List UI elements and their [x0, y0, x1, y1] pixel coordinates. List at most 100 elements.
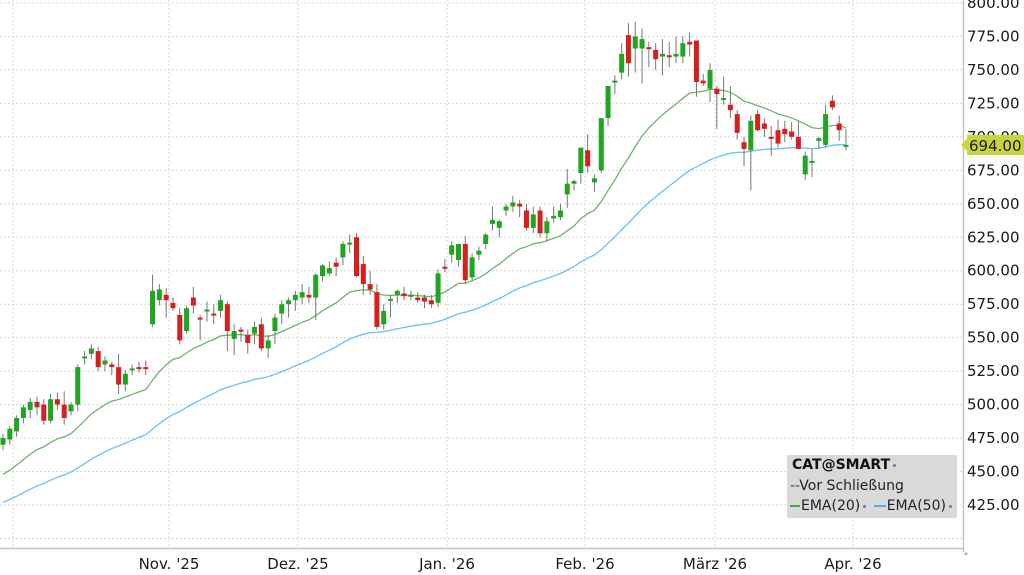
- candle-up: [48, 399, 54, 421]
- legend-title: CAT@SMART: [792, 457, 897, 473]
- candle-up: [544, 221, 550, 234]
- candle-up: [816, 138, 822, 141]
- candle-up: [809, 160, 815, 163]
- candle-down: [442, 266, 448, 269]
- candle-up: [272, 317, 278, 331]
- y-axis-labels: 800.00775.00750.00725.00700.00675.00650.…: [967, 0, 1020, 514]
- y-tick-label: 575.00: [967, 295, 1020, 313]
- candle-down: [238, 329, 244, 332]
- candle-up: [476, 250, 482, 255]
- ema50-dot-icon: [948, 504, 952, 508]
- y-tick-label: 775.00: [967, 27, 1020, 45]
- dashed-line-icon: --: [790, 478, 800, 494]
- candle-down: [245, 334, 251, 344]
- candle-down: [415, 297, 421, 301]
- candle-up: [571, 181, 577, 184]
- candle-up: [88, 348, 94, 354]
- candle-up: [347, 242, 353, 245]
- candle-down: [700, 80, 706, 84]
- candle-up: [707, 69, 713, 89]
- candle-down: [653, 49, 659, 60]
- candle-up: [598, 118, 604, 171]
- candle-down: [782, 128, 788, 135]
- candle-up: [122, 373, 128, 385]
- candle-down: [727, 104, 733, 111]
- candle-up: [265, 340, 271, 349]
- candle-up: [68, 404, 74, 412]
- candle-down: [422, 297, 427, 302]
- candle-up: [721, 98, 727, 101]
- price-tag-box: [967, 135, 1024, 155]
- x-tick-label: Dez. '25: [267, 555, 328, 573]
- candle-up: [619, 53, 625, 73]
- candle-down: [517, 203, 523, 207]
- legend-prev-close-label: Vor Schließung: [799, 478, 904, 494]
- candle-down: [136, 367, 142, 370]
- price-tag-value: 694.00: [969, 137, 1022, 155]
- ema20-dot-icon: [863, 504, 867, 508]
- candle-down: [190, 297, 196, 306]
- candle-up: [632, 36, 638, 49]
- candle-down: [374, 292, 380, 327]
- candle-down: [428, 300, 434, 305]
- x-tick-label: Nov. '25: [139, 555, 200, 573]
- candle-up: [510, 202, 516, 207]
- y-tick-label: 550.00: [967, 329, 1020, 347]
- candle-up: [279, 304, 285, 314]
- candle-up: [381, 310, 387, 325]
- candle-down: [741, 142, 747, 149]
- price-tag-arrow: [961, 138, 968, 152]
- candle-up: [102, 360, 108, 365]
- ema50-line: [2, 144, 846, 503]
- x-tick-label: März '26: [683, 555, 747, 573]
- legend[interactable]: CAT@SMART --Vor Schließung EMA(20) EMA(5…: [787, 455, 957, 518]
- candle-down: [462, 243, 468, 281]
- candle-up: [748, 120, 754, 151]
- candle-down: [258, 324, 264, 349]
- candle-down: [54, 399, 60, 405]
- y-tick-label: 425.00: [967, 496, 1020, 514]
- candle-up: [605, 85, 611, 119]
- candle-down: [625, 35, 631, 64]
- ema50-path: [2, 144, 846, 503]
- candle-up: [0, 438, 6, 445]
- candle-up: [449, 245, 455, 255]
- ema50-swatch-icon: [873, 505, 886, 507]
- candle-up: [823, 114, 829, 145]
- candle-up: [455, 243, 461, 261]
- candle-down: [836, 123, 842, 131]
- candle-up: [292, 294, 298, 301]
- candle-up: [680, 43, 686, 57]
- y-tick-label: 750.00: [967, 61, 1020, 79]
- legend-ema50-label: EMA(50): [886, 498, 946, 514]
- candle-up: [394, 290, 400, 295]
- candle-up: [326, 268, 332, 274]
- candle-down: [177, 314, 183, 341]
- y-tick-label: 725.00: [967, 94, 1020, 112]
- candle-down: [687, 41, 693, 45]
- candle-down: [170, 302, 176, 309]
- candle-down: [41, 404, 47, 421]
- candle-up: [231, 330, 237, 340]
- candle-up: [408, 294, 414, 297]
- candle-down: [646, 47, 652, 50]
- y-tick-label: 650.00: [967, 195, 1020, 213]
- legend-ema20-label: EMA(20): [801, 498, 861, 514]
- ema20-path: [2, 88, 847, 475]
- candle-up: [14, 417, 20, 432]
- candle-up: [578, 147, 584, 174]
- candle-down: [401, 293, 407, 297]
- legend-dot-icon: [893, 463, 897, 467]
- candle-up: [639, 39, 645, 49]
- candle-up: [496, 221, 502, 228]
- candle-down: [829, 100, 835, 108]
- candle-up: [184, 308, 190, 331]
- candles: [0, 21, 849, 451]
- ema20-line: [2, 88, 847, 475]
- candle-up: [564, 183, 570, 195]
- candle-down: [775, 130, 781, 144]
- candle-up: [530, 214, 536, 228]
- candle-down: [789, 131, 795, 137]
- candle-down: [537, 210, 543, 234]
